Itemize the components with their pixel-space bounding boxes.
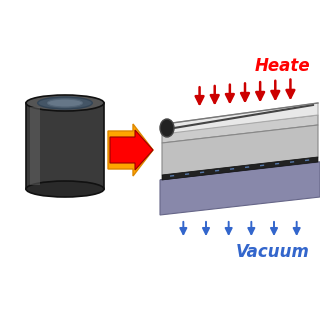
Polygon shape	[160, 162, 320, 180]
Ellipse shape	[26, 181, 104, 197]
Polygon shape	[26, 103, 104, 189]
Polygon shape	[162, 125, 318, 175]
FancyArrow shape	[108, 124, 153, 176]
Ellipse shape	[160, 119, 174, 137]
Text: Vacuum: Vacuum	[236, 243, 310, 261]
Text: Heate: Heate	[254, 57, 310, 75]
Polygon shape	[162, 115, 318, 143]
Ellipse shape	[47, 99, 83, 107]
Polygon shape	[30, 107, 40, 185]
FancyArrow shape	[110, 130, 153, 170]
Ellipse shape	[26, 95, 104, 111]
Polygon shape	[162, 157, 318, 180]
Polygon shape	[172, 103, 318, 133]
Ellipse shape	[38, 97, 92, 109]
Polygon shape	[160, 162, 320, 215]
